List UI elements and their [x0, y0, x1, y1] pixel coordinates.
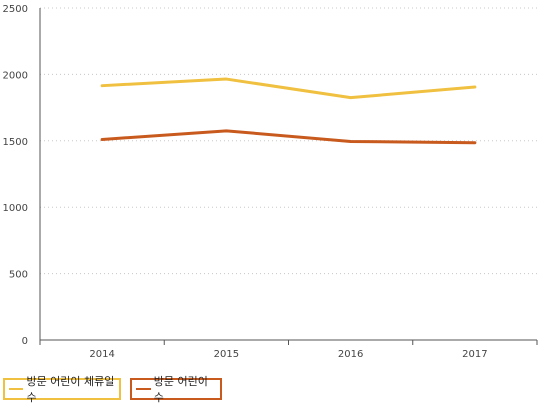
y-tick-label: 500 — [9, 270, 28, 281]
legend-label: 방문 어린이 체류일수 — [26, 375, 115, 404]
y-axis: 0 500 1000 1500 2000 2500 — [3, 4, 41, 347]
x-axis: 2014 2015 2016 2017 — [39, 339, 538, 360]
series-line — [100, 129, 477, 145]
legend-item-visitor-count[interactable]: 방문 어린이 수 — [130, 375, 222, 404]
grid-lines — [40, 7, 537, 275]
x-tick-label: 2014 — [89, 349, 114, 360]
x-tick-label: 2015 — [214, 349, 239, 360]
series-line — [100, 77, 477, 100]
y-tick-label: 2500 — [3, 4, 28, 15]
legend-swatch — [136, 388, 151, 390]
y-tick-label: 1000 — [3, 203, 28, 214]
legend-swatch — [9, 388, 24, 390]
x-tick-label: 2016 — [338, 349, 363, 360]
x-tick-label: 2017 — [462, 349, 487, 360]
series-lines — [100, 77, 477, 145]
y-tick-label: 2000 — [3, 70, 28, 81]
y-tick-label: 1500 — [3, 137, 28, 148]
legend-label: 방문 어린이 수 — [153, 375, 208, 404]
legend-item-stay-days[interactable]: 방문 어린이 체류일수 — [3, 375, 121, 404]
y-tick-label: 0 — [22, 336, 28, 347]
